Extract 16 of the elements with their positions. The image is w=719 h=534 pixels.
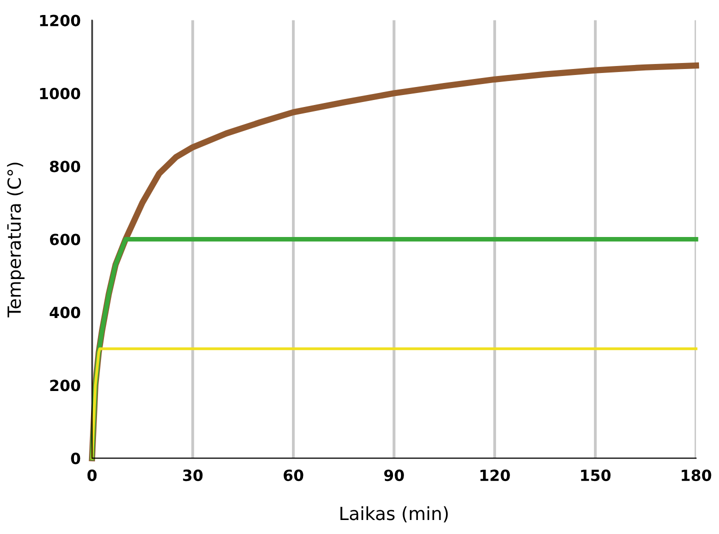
- x-tick-label: 30: [183, 470, 203, 482]
- x-axis-title: Laikas (min): [340, 506, 448, 522]
- y-tick-label: 600: [50, 234, 80, 246]
- y-tick-label: 200: [50, 380, 80, 392]
- y-tick-label: 1000: [40, 88, 80, 100]
- y-tick-label: 0: [71, 452, 80, 464]
- x-tick-label: 180: [682, 470, 712, 482]
- y-axis-title: Temperatūra (C°): [7, 162, 25, 318]
- x-tick-label: 0: [87, 470, 97, 482]
- y-tick-label: 800: [50, 160, 80, 172]
- x-tick-label: 120: [480, 470, 510, 482]
- y-tick-label: 400: [50, 306, 80, 318]
- x-tick-label: 60: [284, 470, 304, 482]
- x-tick-label: 150: [581, 470, 611, 482]
- x-tick-label: 90: [384, 470, 404, 482]
- y-tick-label: 1200: [40, 14, 80, 26]
